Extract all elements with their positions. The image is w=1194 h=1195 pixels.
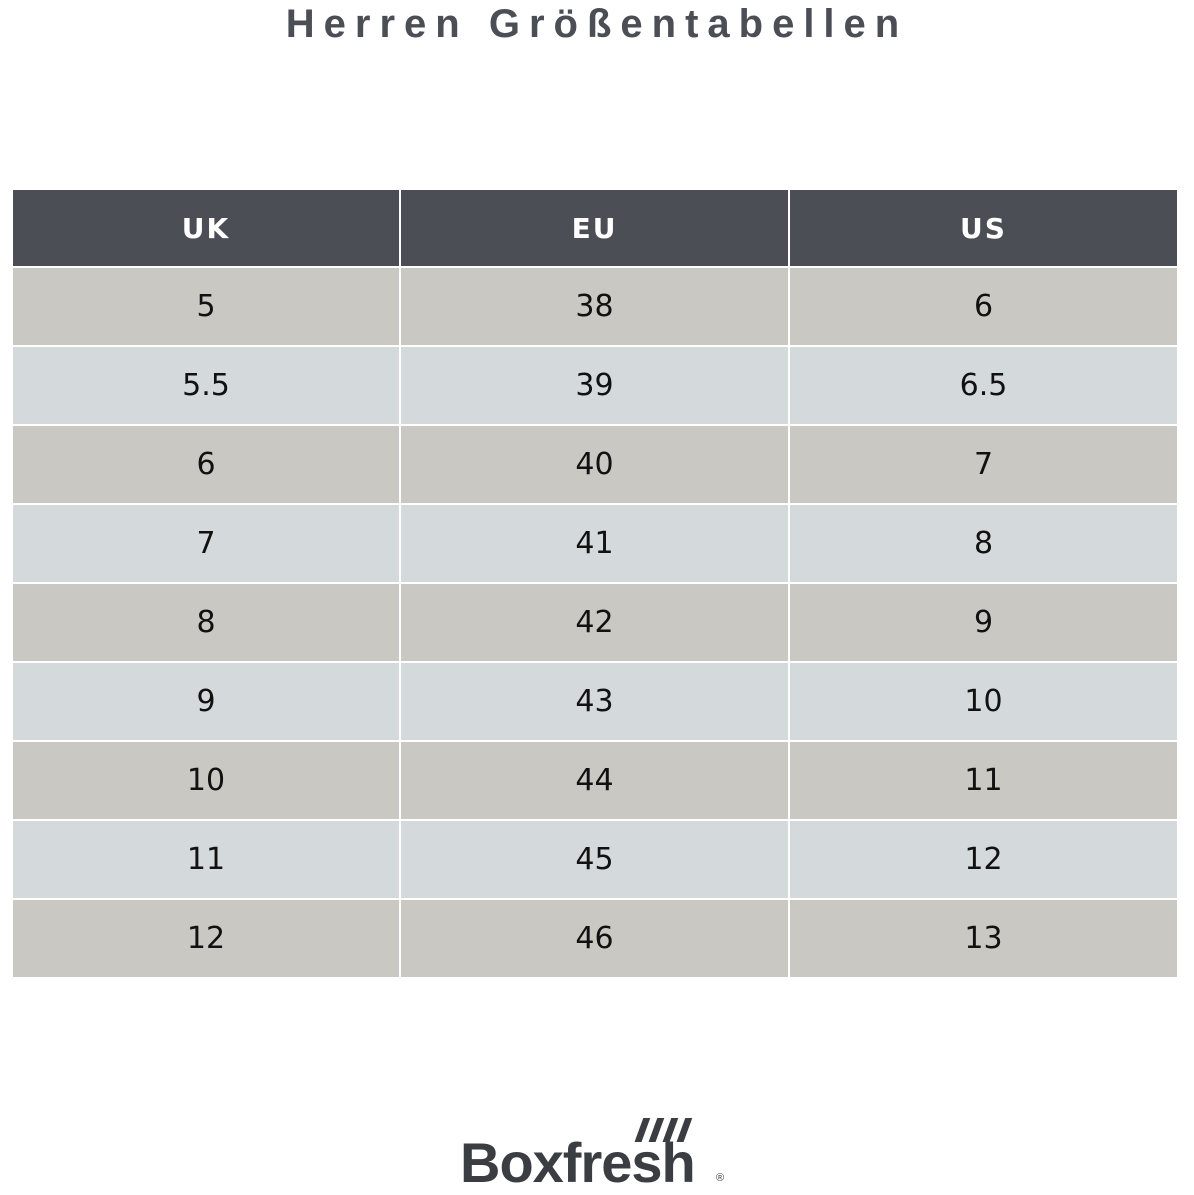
table-cell: 6.5	[790, 347, 1177, 424]
table-cell: 41	[401, 505, 788, 582]
table-cell: 10	[790, 663, 1177, 740]
column-header: UK	[13, 190, 399, 266]
table-cell: 39	[401, 347, 788, 424]
table-cell: 5	[13, 268, 399, 345]
logo-mark: ®	[716, 1172, 725, 1184]
table-cell: 12	[13, 900, 399, 977]
logo: Boxfresh ®	[0, 1112, 1194, 1194]
column-header: EU	[401, 190, 788, 266]
table-cell: 43	[401, 663, 788, 740]
table-cell: 5.5	[13, 347, 399, 424]
table-cell: 7	[13, 505, 399, 582]
table-cell: 6	[13, 426, 399, 503]
table-cell: 11	[13, 821, 399, 898]
table-cell: 46	[401, 900, 788, 977]
table-cell: 45	[401, 821, 788, 898]
table-cell: 6	[790, 268, 1177, 345]
table-cell: 11	[790, 742, 1177, 819]
table-cell: 8	[13, 584, 399, 661]
table-cell: 8	[790, 505, 1177, 582]
table-cell: 42	[401, 584, 788, 661]
logo-stripes	[634, 1118, 693, 1142]
table-cell: 7	[790, 426, 1177, 503]
logo-text: Boxfresh	[460, 1131, 696, 1194]
table-cell: 9	[13, 663, 399, 740]
table-cell: 12	[790, 821, 1177, 898]
table-cell: 40	[401, 426, 788, 503]
size-table: UK EU US 5 38 6 5.5 39 6.5 6 40 7 7 41 8 8 42 9 9 43 10 10 44 1…	[13, 190, 1177, 977]
table-cell: 38	[401, 268, 788, 345]
page-title: Herren Größentabellen	[285, 2, 909, 46]
table-cell: 44	[401, 742, 788, 819]
table-cell: 9	[790, 584, 1177, 661]
table-cell: 13	[790, 900, 1177, 977]
table-cell: 10	[13, 742, 399, 819]
column-header: US	[790, 190, 1177, 266]
